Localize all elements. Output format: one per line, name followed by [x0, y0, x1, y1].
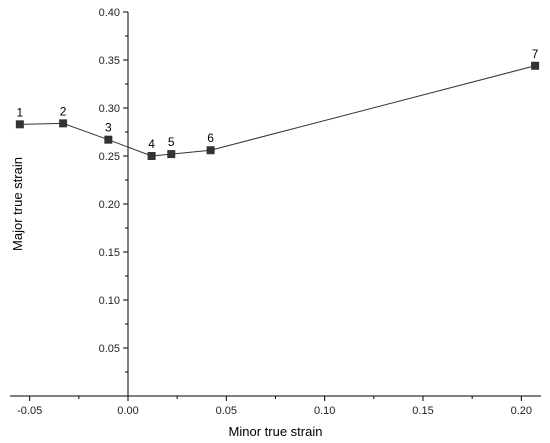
x-tick-label: 0.00	[117, 405, 138, 417]
tick-marks: -0.05 0.00 0.05 0.10 0.15 0.20 0.05 0.10 0.15 0.2…	[17, 7, 532, 417]
y-tick-label: 0.40	[99, 7, 120, 19]
data-point-label: 5	[168, 135, 175, 149]
x-tick-label: -0.05	[17, 405, 42, 417]
data-point-marker	[104, 135, 113, 144]
data-point-marker	[531, 61, 540, 70]
data-series	[15, 61, 540, 160]
y-tick-label: 0.25	[99, 151, 120, 163]
x-tick-label: 0.10	[314, 405, 335, 417]
data-point-label: 1	[16, 105, 23, 119]
x-axis-title: Minor true strain	[229, 424, 323, 439]
series-line	[19, 65, 536, 157]
data-point-marker	[206, 146, 215, 155]
y-tick-label: 0.35	[99, 55, 120, 67]
y-axis-title: Major true strain	[10, 157, 25, 251]
point-labels: 1 2 3 4 5 6 7	[16, 47, 538, 151]
data-point-marker	[147, 152, 156, 160]
x-tick-label: 0.15	[412, 405, 433, 417]
x-tick-label: 0.20	[511, 405, 532, 417]
data-point-marker	[59, 119, 68, 128]
data-point-marker	[15, 120, 24, 129]
data-point-label: 7	[532, 47, 539, 61]
data-point-label: 6	[207, 131, 214, 145]
data-point-label: 2	[60, 104, 67, 118]
data-point-label: 4	[148, 137, 155, 151]
y-tick-label: 0.10	[99, 295, 120, 307]
y-tick-label: 0.15	[99, 247, 120, 259]
data-point-label: 3	[105, 121, 112, 135]
y-tick-label: 0.30	[99, 103, 120, 115]
x-tick-label: 0.05	[216, 405, 237, 417]
axes	[10, 12, 541, 397]
y-tick-label: 0.05	[99, 343, 120, 355]
y-tick-label: 0.20	[99, 199, 120, 211]
data-point-marker	[167, 150, 176, 159]
